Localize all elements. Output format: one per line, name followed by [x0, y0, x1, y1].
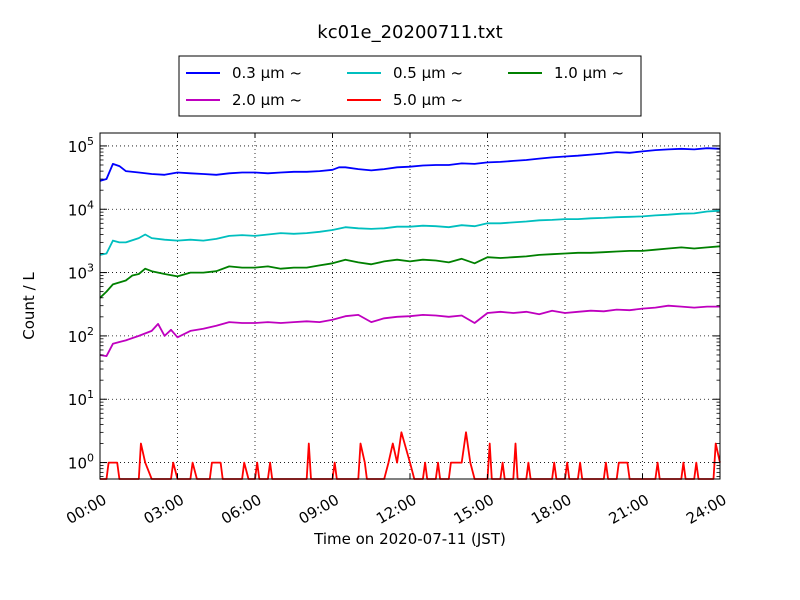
x-tick-label: 06:00	[218, 491, 264, 528]
series-line-2	[99, 209, 721, 256]
x-tick-label: 09:00	[296, 491, 342, 528]
y-tick-label: 104	[68, 198, 94, 219]
x-tick-label: 03:00	[141, 491, 187, 528]
y-axis-label: Count / L	[20, 272, 38, 340]
x-tick-label: 18:00	[528, 491, 574, 528]
legend-box	[178, 55, 642, 117]
x-tick-label: 15:00	[451, 491, 497, 528]
x-tick-label: 00:00	[63, 491, 109, 528]
x-tick-label: 24:00	[683, 491, 729, 528]
y-tick-label: 103	[68, 262, 94, 283]
legend-label: 2.0 µm ~	[232, 91, 302, 109]
x-axis-label: Time on 2020-07-11 (JST)	[313, 530, 506, 548]
y-tick-label: 100	[68, 452, 94, 473]
legend-label: 0.3 µm ~	[232, 64, 302, 82]
x-tick-label: 12:00	[373, 491, 419, 528]
series-layer	[99, 147, 721, 480]
y-axis-ticks: 100 101 102 103 104 105	[68, 135, 720, 478]
series-line-3	[99, 245, 721, 299]
legend-label: 1.0 µm ~	[554, 64, 624, 82]
chart-title: kc01e_20200711.txt	[317, 22, 502, 43]
legend-label: 5.0 µm ~	[393, 91, 463, 109]
x-axis-ticks: 00:00 03:00 06:00 09:00 12:00 15:00 18:00 21:00…	[63, 133, 730, 528]
y-tick-label: 105	[68, 135, 94, 156]
legend-label: 0.5 µm ~	[393, 64, 463, 82]
y-tick-label: 102	[68, 325, 94, 346]
x-tick-label: 21:00	[606, 491, 652, 528]
grid-lines	[100, 133, 720, 479]
series-line-4	[99, 304, 720, 358]
series-line-1	[99, 147, 721, 182]
legend: 0.3 µm ~ 0.5 µm ~ 1.0 µm ~ 2.0 µm ~ 5.0 µm ~	[178, 55, 642, 117]
series-line-5	[100, 431, 721, 480]
y-tick-label: 101	[68, 388, 94, 409]
